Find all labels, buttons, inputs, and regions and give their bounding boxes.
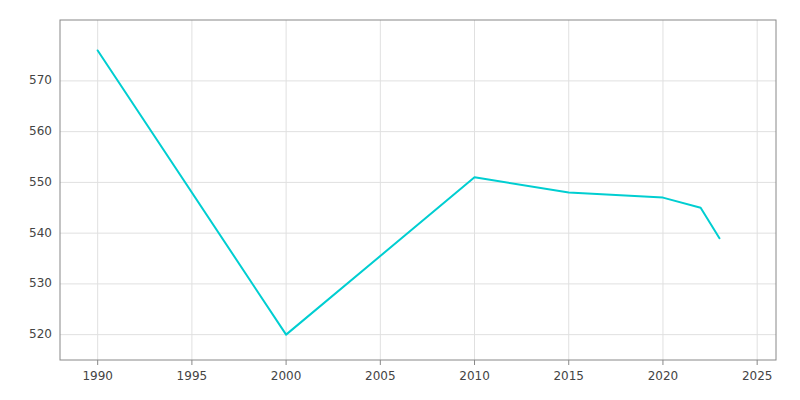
x-tick-mark (97, 360, 98, 365)
x-tick-label: 2025 (742, 369, 773, 383)
x-tick-mark (662, 360, 663, 365)
x-grid-line (191, 20, 192, 360)
y-tick-label: 540 (29, 226, 52, 240)
y-grid-line (60, 233, 776, 234)
y-tick-label: 570 (29, 73, 52, 87)
x-tick-label: 2000 (271, 369, 302, 383)
x-tick-label: 2020 (648, 369, 679, 383)
y-grid-line (60, 334, 776, 335)
x-grid-line (662, 20, 663, 360)
plot-background (60, 20, 776, 360)
x-grid-line (286, 20, 287, 360)
grid (60, 20, 776, 360)
x-tick-label: 2015 (553, 369, 584, 383)
y-tick-label: 560 (29, 124, 52, 138)
x-grid-line (757, 20, 758, 360)
x-grid-line (474, 20, 475, 360)
y-tick-label: 530 (29, 276, 52, 290)
x-grid-line (380, 20, 381, 360)
y-grid-line (60, 80, 776, 81)
x-tick-mark (191, 360, 192, 365)
chart-container: 520 530 540 550 560 570 1990 1995 2000 2005 2010 20… (0, 0, 800, 400)
x-tick-label: 1990 (82, 369, 113, 383)
x-tick-mark (757, 360, 758, 365)
x-tick-mark (380, 360, 381, 365)
x-tick-label: 1995 (177, 369, 208, 383)
y-grid-line (60, 182, 776, 183)
chart-svg: 520 530 540 550 560 570 1990 1995 2000 2005 2010 20… (0, 0, 800, 400)
y-grid-line (60, 131, 776, 132)
x-grid-line (97, 20, 98, 360)
y-tick-label: 550 (29, 175, 52, 189)
data-group (98, 50, 720, 334)
population-line (98, 50, 720, 334)
x-tick-mark (286, 360, 287, 365)
x-tick-label: 2005 (365, 369, 396, 383)
x-grid-line (568, 20, 569, 360)
x-tick-label: 2010 (459, 369, 490, 383)
plot-frame (60, 20, 776, 360)
x-tick-mark (568, 360, 569, 365)
x-tick-mark (474, 360, 475, 365)
y-tick-label: 520 (29, 327, 52, 341)
y-grid-line (60, 283, 776, 284)
